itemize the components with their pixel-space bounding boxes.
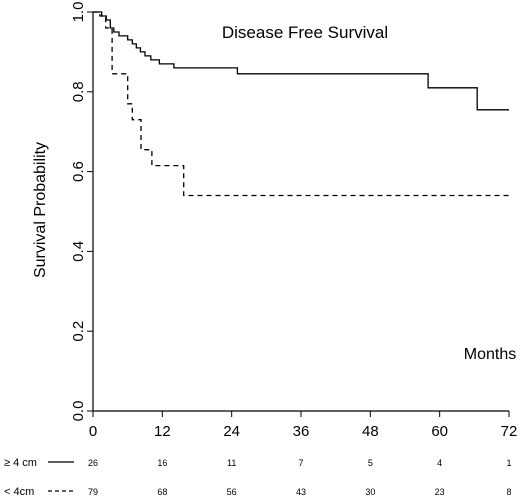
at-risk-count: 79 — [88, 487, 98, 497]
chart-title: Disease Free Survival — [222, 23, 388, 42]
survival-curve-lt-4cm — [93, 11, 509, 197]
at-risk-count: 5 — [368, 458, 373, 468]
at-risk-count: 30 — [365, 487, 375, 497]
x-tick-label: 60 — [431, 423, 448, 440]
x-tick-label: 24 — [223, 423, 240, 440]
survival-curves — [93, 11, 509, 197]
at-risk-row-label: ≥ 4 cm — [4, 457, 37, 469]
y-tick-label: 0.6 — [70, 161, 87, 182]
at-risk-row-label: < 4cm — [4, 486, 34, 498]
y-tick-label: 0.0 — [70, 401, 87, 422]
y-axis-label: Survival Probability — [32, 142, 49, 278]
x-tick-label: 48 — [362, 423, 379, 440]
x-tick-label: 12 — [154, 423, 171, 440]
at-risk-count: 23 — [435, 487, 445, 497]
y-tick-label: 0.4 — [70, 241, 87, 262]
at-risk-count: 26 — [88, 458, 98, 468]
survival-curve-ge-4cm — [93, 11, 509, 111]
at-risk-count: 68 — [157, 487, 167, 497]
at-risk-count: 7 — [298, 458, 303, 468]
x-tick-label: 0 — [89, 423, 97, 440]
at-risk-count: 8 — [506, 487, 511, 497]
at-risk-count: 11 — [227, 458, 236, 468]
y-tick-label: 1.0 — [70, 2, 87, 23]
x-tick-label: 36 — [293, 423, 310, 440]
at-risk-count: 16 — [157, 458, 167, 468]
at-risk-count: 1 — [506, 458, 511, 468]
x-axis-label: Months — [464, 346, 516, 363]
axes: 0.0 0.2 0.4 0.6 0.8 1.0 0 12 24 36 48 60 72 — [70, 2, 517, 440]
y-tick-label: 0.8 — [70, 81, 87, 102]
number-at-risk-table: ≥ 4 cm 26 16 11 7 5 4 1 < 4cm 79 68 56 43 30 23 8 — [4, 457, 512, 498]
at-risk-count: 56 — [227, 487, 237, 497]
x-tick-label: 72 — [501, 423, 518, 440]
y-tick-label: 0.2 — [70, 321, 87, 342]
at-risk-count: 43 — [296, 487, 306, 497]
at-risk-count: 4 — [437, 458, 442, 468]
